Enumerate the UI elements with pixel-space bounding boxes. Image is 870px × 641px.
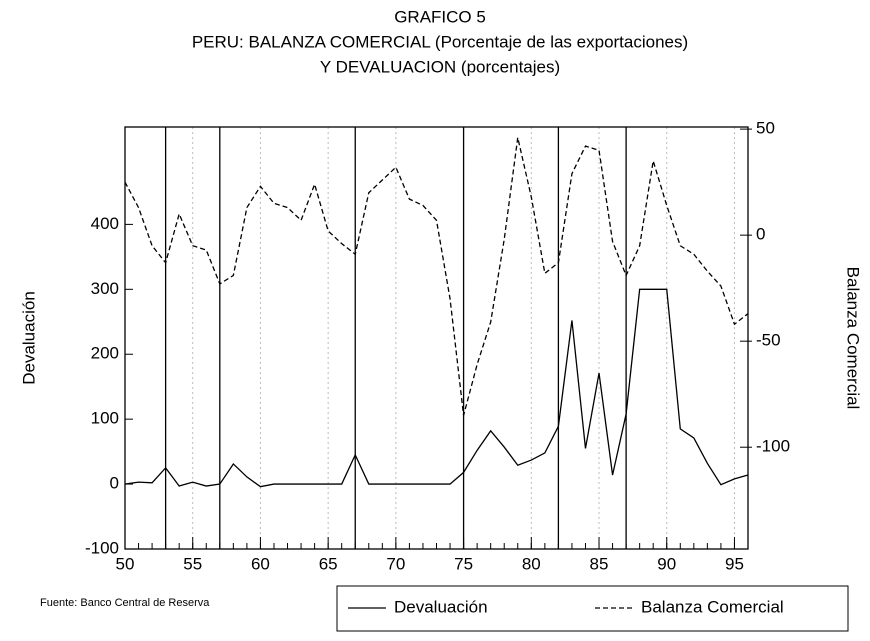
y2-axis-label: Balanza Comercial <box>844 267 863 410</box>
series-line <box>124 137 749 416</box>
source-note: Fuente: Banco Central de Reserva <box>40 597 210 609</box>
y-axis-label: Devaluación <box>19 291 38 385</box>
y2-tick-label: 50 <box>756 119 775 138</box>
x-tick-label: 70 <box>386 554 405 573</box>
series-line <box>124 288 749 488</box>
x-tick-label: 85 <box>590 554 609 573</box>
y2-tick-label: 0 <box>756 225 765 244</box>
x-tick-label: 50 <box>116 554 135 573</box>
y2-tick-label: -50 <box>756 331 781 350</box>
plot-frame <box>124 126 749 550</box>
y2-tick-label: -100 <box>756 437 790 456</box>
x-tick-label: 80 <box>522 554 541 573</box>
chart-title: GRAFICO 5 <box>394 7 486 26</box>
x-tick-label: 55 <box>183 554 202 573</box>
x-tick-label: 65 <box>319 554 338 573</box>
y-tick-label: 400 <box>91 214 119 233</box>
legend-label: Devaluación <box>394 597 488 616</box>
legend-box <box>336 585 849 632</box>
x-tick-label: 60 <box>251 554 270 573</box>
x-tick-label: 95 <box>725 554 744 573</box>
y-tick-label: -100 <box>85 538 119 557</box>
legend-label: Balanza Comercial <box>641 597 784 616</box>
x-tick-label: 75 <box>454 554 473 573</box>
y-tick-label: 200 <box>91 344 119 363</box>
x-tick-label: 90 <box>657 554 676 573</box>
chart-subtitle: PERU: BALANZA COMERCIAL (Porcentaje de l… <box>192 32 688 51</box>
chart-subtitle: Y DEVALUACION (porcentajes) <box>320 57 560 76</box>
y-tick-label: 300 <box>91 279 119 298</box>
y-tick-label: 0 <box>110 474 119 493</box>
y-tick-label: 100 <box>91 409 119 428</box>
